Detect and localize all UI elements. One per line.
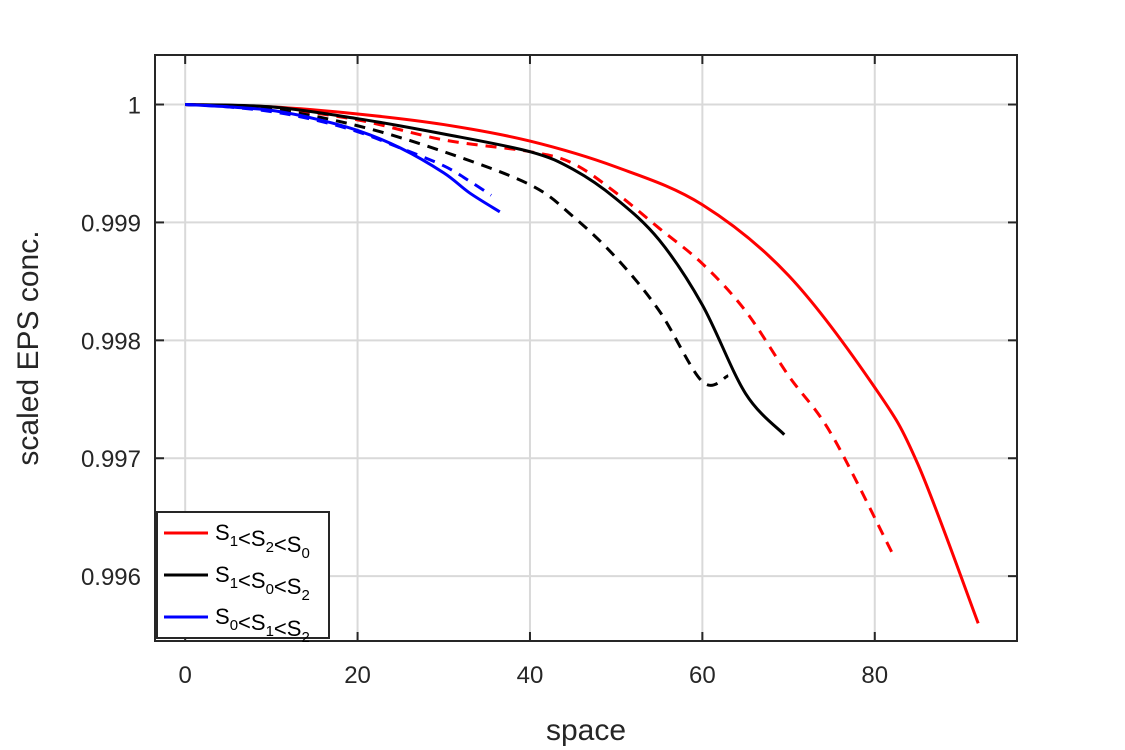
x-axis-label: space [546, 714, 626, 747]
plot-frame [154, 54, 1018, 642]
legend-entry-label: S0<S1<S2 [215, 604, 310, 646]
legend-entry-label: S1<S2<S0 [215, 520, 310, 562]
y-tick-label: 0.996 [81, 564, 141, 591]
series-line-6 [185, 103, 493, 197]
x-tick-label: 0 [178, 662, 191, 689]
y-tick-label: 0.999 [81, 210, 141, 237]
series-group [185, 103, 980, 624]
x-tick-label: 60 [689, 662, 716, 689]
series-line-1 [185, 103, 980, 624]
series-line-2 [185, 103, 894, 554]
y-axis-label: scaled EPS conc. [12, 230, 45, 465]
series-line-3 [185, 103, 786, 436]
x-tick-label: 40 [517, 662, 544, 689]
y-tick-label: 1 [128, 93, 141, 120]
x-tick-label: 20 [344, 662, 371, 689]
series-line-4 [185, 103, 729, 387]
x-tick-label: 80 [861, 662, 888, 689]
tick-labels: 0 20 40 60 80 0.996 0.997 0.998 0.999 1 [81, 93, 888, 689]
y-tick-label: 0.997 [81, 446, 141, 473]
legend-entry-label: S1<S0<S2 [215, 562, 310, 604]
y-tick-label: 0.998 [81, 328, 141, 355]
